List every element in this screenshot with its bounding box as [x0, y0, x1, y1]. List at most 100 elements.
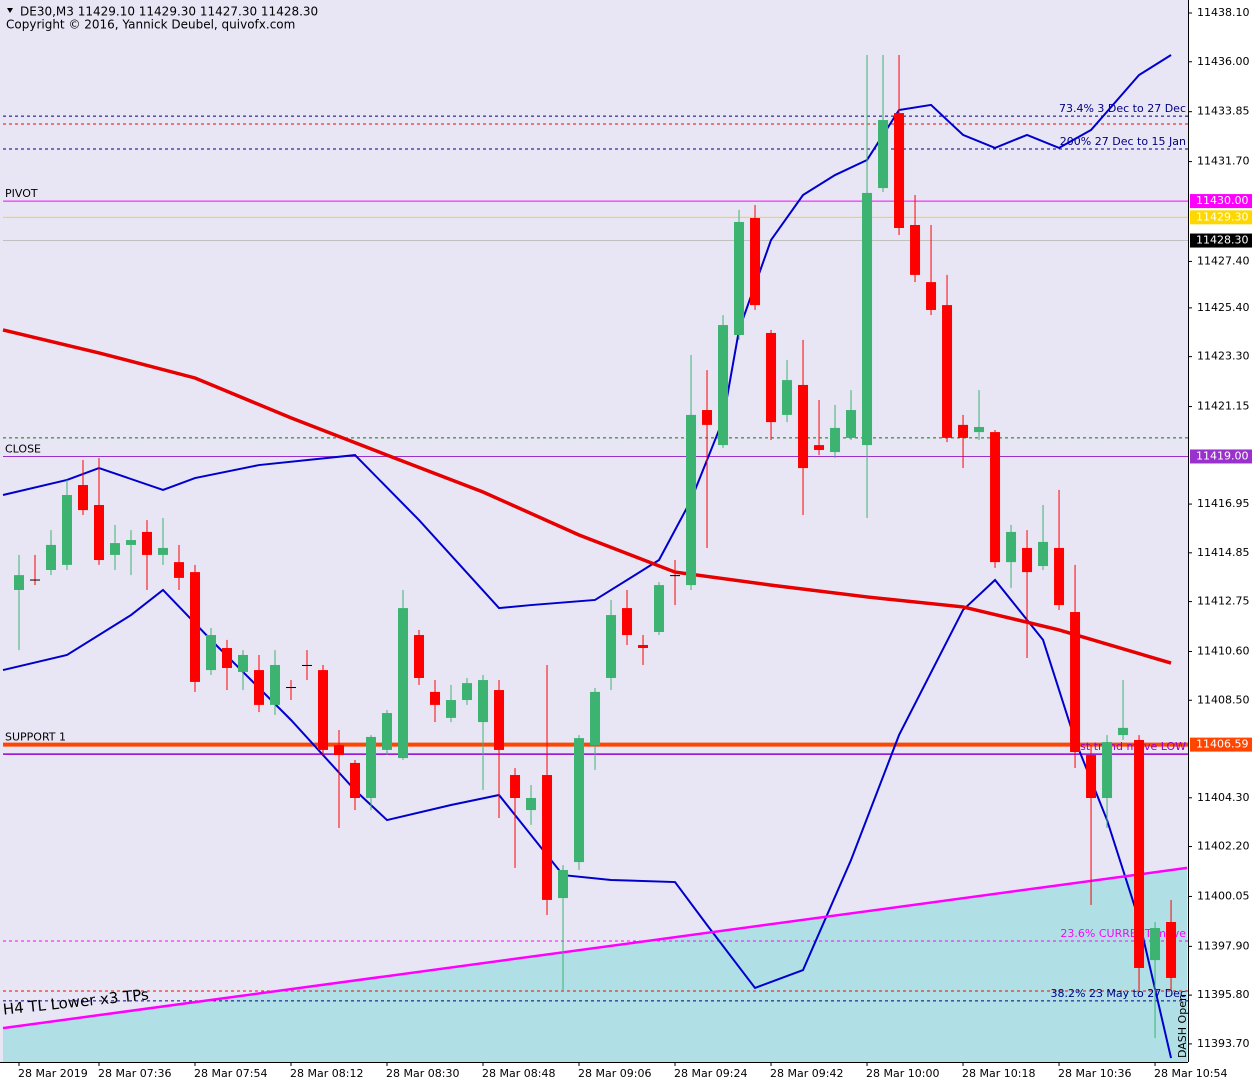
- indicator-line: [2, 54, 1172, 610]
- candle-body: [1086, 755, 1097, 799]
- candle-body: [286, 687, 297, 689]
- candle-body: [558, 869, 569, 899]
- candle-body: [110, 543, 121, 555]
- candle-body: [334, 745, 345, 756]
- x-tick-label: 28 Mar 08:12: [290, 1067, 363, 1080]
- x-tick-label: 28 Mar 10:18: [962, 1067, 1035, 1080]
- candle-body: [1022, 547, 1033, 573]
- y-tick-label: 11427.40: [1197, 254, 1250, 267]
- x-tick-label: 28 Mar 09:24: [674, 1067, 747, 1080]
- candle-body: [766, 332, 777, 423]
- y-tick-label: 11425.40: [1197, 301, 1250, 314]
- y-tick-label: 11404.30: [1197, 791, 1250, 804]
- level-label: CLOSE: [5, 442, 41, 455]
- candle-body: [1006, 531, 1017, 563]
- candle-body: [206, 635, 217, 671]
- candle-body: [62, 495, 73, 565]
- candle-body: [510, 775, 521, 799]
- candle-body: [670, 575, 681, 577]
- candle-body: [1102, 742, 1113, 799]
- candle-body: [606, 615, 617, 678]
- y-tick-label: 11436.00: [1197, 55, 1250, 68]
- candle-body: [30, 579, 41, 581]
- candle-body: [686, 414, 697, 586]
- candle-body: [750, 218, 761, 306]
- trendline-area: [3, 867, 1188, 1062]
- x-tick-label: 28 Mar 09:42: [770, 1067, 843, 1080]
- trendline: [2, 866, 1188, 1030]
- candle-body: [574, 738, 585, 863]
- candle-body: [1166, 921, 1177, 978]
- candle-body: [862, 192, 873, 446]
- x-tick-label: 28 Mar 07:54: [194, 1067, 267, 1080]
- candle-body: [78, 485, 89, 511]
- y-tick-label: 11397.90: [1197, 939, 1250, 952]
- level-label: SUPPORT 1: [5, 731, 66, 744]
- candle-body: [478, 680, 489, 723]
- x-axis-background: [0, 1062, 1260, 1087]
- price-tag: [1190, 210, 1252, 225]
- candle-body: [1134, 739, 1145, 968]
- price-tag-label: 11430.00: [1196, 194, 1249, 207]
- candle-body: [798, 384, 809, 469]
- candle-body: [990, 432, 1001, 563]
- candle-body: [254, 670, 265, 705]
- y-tick-label: 11412.75: [1197, 595, 1250, 608]
- candle-body: [814, 445, 825, 450]
- menu-arrow: [7, 8, 13, 13]
- x-tick-label: 28 Mar 2019: [18, 1067, 88, 1080]
- y-tick-label: 11395.80: [1197, 988, 1250, 1001]
- plot-area: 73.4% 3 Dec to 27 Dec 200% 27 Dec to 15 J…: [2, 54, 1188, 1062]
- candle-body: [414, 635, 425, 678]
- candle-body: [894, 113, 905, 229]
- y-tick-label: 11423.30: [1197, 350, 1250, 363]
- candle-body: [174, 562, 185, 578]
- candle-body: [590, 691, 601, 746]
- candle-body: [734, 221, 745, 336]
- price-tag: [1190, 737, 1252, 752]
- candle-body: [1150, 928, 1161, 961]
- candle-body: [974, 426, 985, 433]
- candle-body: [398, 608, 409, 759]
- x-tick-label: 28 Mar 10:36: [1058, 1067, 1131, 1080]
- level-label: 1st trend move LOW: [1073, 740, 1186, 753]
- candle-body: [702, 410, 713, 425]
- candle-body: [622, 608, 633, 636]
- y-tick-label: 11438.10: [1197, 6, 1250, 19]
- candle-body: [830, 427, 841, 453]
- candle-body: [446, 700, 457, 718]
- candle-body: [302, 664, 313, 666]
- candle-body: [318, 670, 329, 750]
- candle-body: [782, 380, 793, 415]
- candle-body: [126, 540, 137, 545]
- candle-body: [542, 775, 553, 900]
- candle-body: [718, 325, 729, 446]
- plot-background: [0, 0, 1188, 1062]
- candle-body: [430, 691, 441, 705]
- candle-body: [270, 664, 281, 705]
- y-axis-background: [1188, 0, 1260, 1087]
- candle-body: [158, 547, 169, 555]
- y-tick-label: 11393.70: [1197, 1037, 1250, 1050]
- candle-body: [654, 585, 665, 632]
- y-tick-label: 11400.05: [1197, 889, 1250, 902]
- x-tick-label: 28 Mar 10:54: [1154, 1067, 1227, 1080]
- candle-body: [462, 683, 473, 701]
- candle-body: [878, 120, 889, 189]
- copyright: Copyright © 2016, Yannick Deubel, quivof…: [6, 18, 295, 32]
- candle-body: [526, 798, 537, 811]
- price-tag-label: 11406.59: [1196, 738, 1249, 751]
- y-tick-label: 11408.50: [1197, 693, 1250, 706]
- price-tag-label: 11419.00: [1196, 449, 1249, 462]
- candle-body: [638, 645, 649, 649]
- candle-body: [366, 736, 377, 799]
- header-title: DE30,M3 11429.10 11429.30 11427.30 11428…: [20, 5, 318, 19]
- y-tick-label: 11416.95: [1197, 497, 1250, 510]
- candle-body: [350, 762, 361, 799]
- level-label: 38.2% 23 May to 27 Dec: [1051, 987, 1187, 1000]
- candle-body: [222, 648, 233, 668]
- y-tick-label: 11410.60: [1197, 645, 1250, 658]
- y-tick-label: 11431.70: [1197, 155, 1250, 168]
